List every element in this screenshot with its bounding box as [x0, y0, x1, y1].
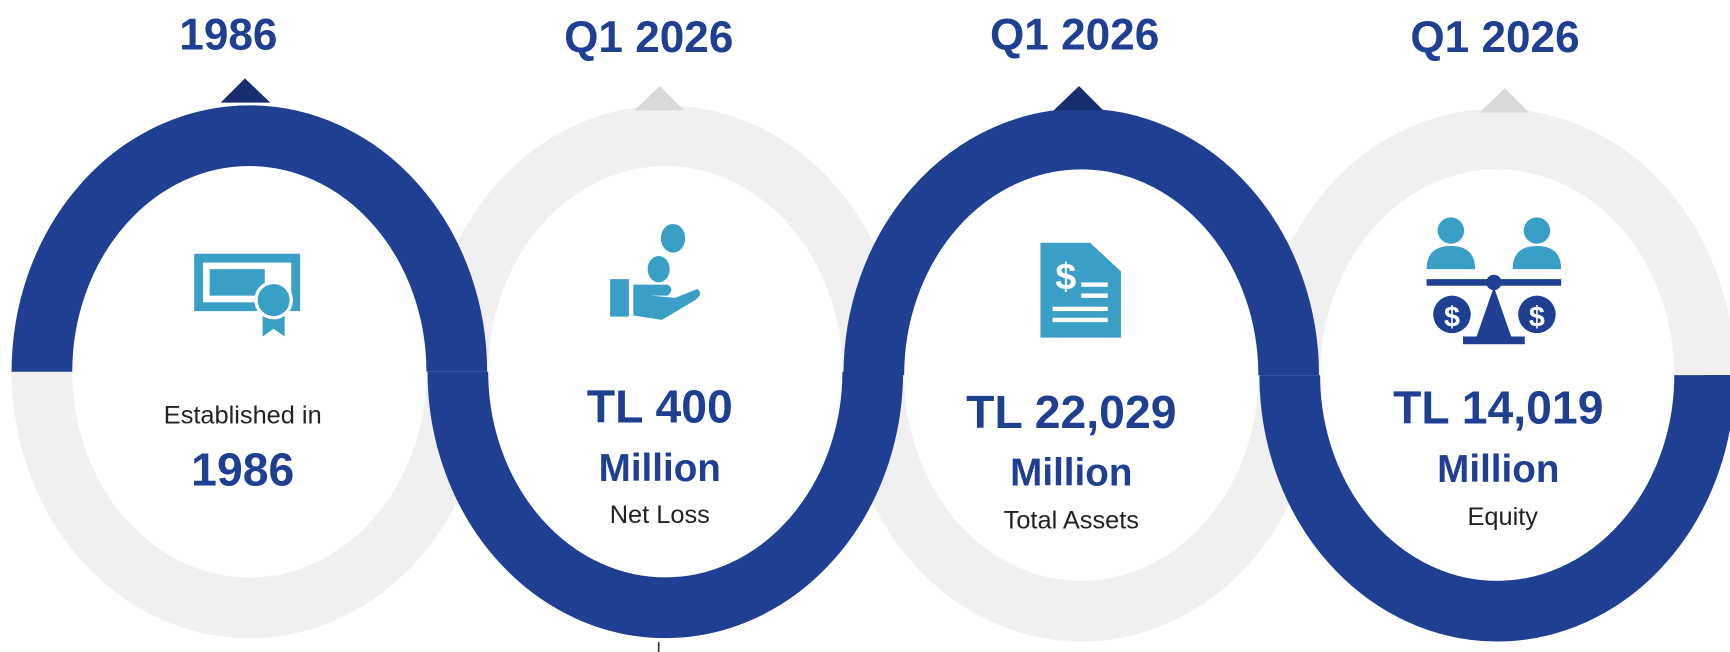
caption: Equity	[1467, 503, 1538, 531]
unit: Million	[599, 447, 721, 490]
balance-icon: $ $	[1426, 217, 1562, 345]
ring-half	[843, 108, 1320, 376]
value: TL 14,019	[1393, 382, 1603, 434]
value: 1986	[191, 443, 294, 495]
ring-half	[427, 105, 904, 372]
period: Q1 2026	[990, 11, 1159, 60]
period: Q1 2026	[1410, 13, 1579, 62]
period: Q1 2026	[564, 13, 733, 62]
unit: Million	[1010, 451, 1132, 494]
rings	[11, 105, 1730, 642]
value: TL 400	[587, 381, 733, 433]
svg-text:$: $	[1529, 302, 1545, 334]
caption: Net Loss	[610, 501, 710, 529]
ring-half	[11, 105, 488, 372]
pointer	[220, 78, 271, 103]
ring-half	[843, 375, 1320, 642]
ring-half	[1259, 108, 1730, 376]
svg-text:$: $	[1444, 302, 1460, 334]
ring-half	[1259, 375, 1730, 642]
ring-tail	[1704, 375, 1730, 406]
ring-half	[11, 371, 488, 639]
pointer	[1053, 86, 1104, 111]
unit: Million	[1437, 448, 1559, 491]
pointer	[634, 86, 685, 111]
document-icon: $	[1040, 242, 1121, 338]
ring-half	[427, 371, 904, 639]
caption: Established in	[164, 402, 322, 430]
pointer	[1479, 88, 1530, 113]
hand-coins-icon	[610, 223, 701, 320]
caption: Total Assets	[1004, 506, 1139, 534]
period: 1986	[179, 11, 277, 60]
certificate-icon	[194, 253, 301, 337]
value: TL 22,029	[966, 386, 1176, 438]
svg-text:$: $	[1055, 255, 1076, 297]
